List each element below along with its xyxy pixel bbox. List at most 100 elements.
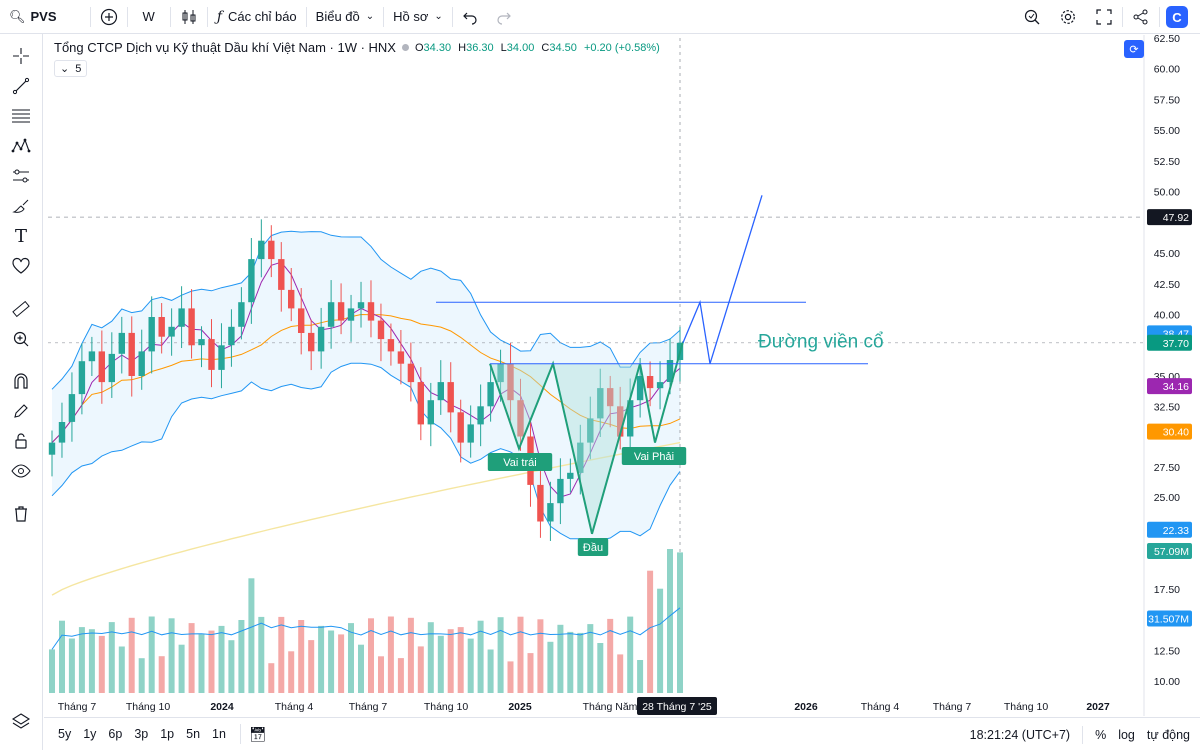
volume-bar: [437, 635, 444, 693]
candle-body: [407, 363, 415, 383]
left-shoulder-label-bg: [487, 453, 553, 471]
volume-bar: [378, 656, 384, 693]
indicator-count: 5: [75, 63, 82, 75]
redo-button[interactable]: [487, 0, 521, 34]
plus-circle-icon: [100, 8, 117, 25]
volume-bar: [537, 619, 544, 693]
price-axis: 62.50 60.00 57.50 55.00 52.50 50.00 45.00 42.50…: [1143, 33, 1192, 716]
candle-body: [148, 317, 155, 352]
bollinger-upper: [51, 230, 681, 390]
text-icon[interactable]: T: [14, 225, 27, 247]
candle-body: [577, 442, 584, 473]
volume-bar: [318, 625, 325, 693]
range-button[interactable]: 1n: [212, 727, 226, 741]
percent-toggle[interactable]: %: [1095, 727, 1107, 742]
price-tick: 32.50: [1154, 401, 1180, 413]
chart-type-button[interactable]: [171, 0, 207, 34]
change-value: +0.20 (+0.58%): [583, 41, 660, 54]
auto-scale-toggle[interactable]: tự động: [1146, 727, 1190, 742]
candle-body: [587, 418, 594, 443]
fullscreen-button[interactable]: [1086, 0, 1122, 34]
chart-sync-button[interactable]: ⟳: [1124, 40, 1144, 58]
range-button[interactable]: 5n: [186, 727, 201, 741]
date-range-icon[interactable]: 📅︎: [248, 725, 267, 742]
trendline-icon[interactable]: [8, 73, 34, 99]
heart-icon[interactable]: [8, 253, 34, 279]
candle-body: [507, 363, 514, 401]
range-button[interactable]: 1y: [83, 727, 97, 741]
candle-body: [248, 259, 255, 303]
volume-bar: [527, 653, 534, 693]
indicators-toggle[interactable]: ⌄ 5: [54, 60, 88, 77]
range-button[interactable]: 1p: [160, 727, 175, 741]
range-button[interactable]: 3p: [134, 727, 149, 741]
volume-bar: [238, 620, 245, 693]
brush-icon[interactable]: [8, 193, 34, 219]
magnet-icon[interactable]: [8, 368, 34, 394]
chart-menu-button[interactable]: Biểu đồ ⌄: [307, 0, 383, 34]
forecast-icon[interactable]: [8, 163, 34, 189]
candle-body: [607, 388, 614, 407]
candle-body: [487, 382, 494, 407]
volume-bar: [338, 634, 345, 693]
volume-bar: [667, 549, 673, 693]
candle-body: [627, 400, 634, 437]
candle-body: [567, 472, 574, 479]
candle-body: [427, 400, 434, 425]
chevron-down-icon: ⌄: [365, 11, 375, 22]
layers-icon[interactable]: [8, 708, 34, 734]
indicators-button[interactable]: ƒ Các chỉ báo: [208, 0, 306, 34]
candle-body: [268, 240, 275, 260]
clock-time[interactable]: 18:21:24 (UTC+7): [969, 727, 1071, 742]
compare-button[interactable]: [91, 0, 127, 34]
volume-bar: [457, 627, 464, 693]
candle-body: [597, 388, 604, 419]
quick-search-button[interactable]: [1014, 0, 1050, 34]
candle-body: [128, 332, 135, 376]
volume-bar: [49, 649, 55, 693]
settings-button[interactable]: [1050, 0, 1086, 34]
lock-icon[interactable]: [8, 428, 34, 454]
share-button[interactable]: [1123, 0, 1159, 34]
chevron-down-icon: ⌄: [60, 63, 70, 75]
undo-button[interactable]: [453, 0, 487, 34]
head-label-bg: [577, 538, 609, 556]
eye-icon[interactable]: [8, 458, 34, 484]
pencil-lock-icon[interactable]: [8, 398, 34, 424]
candle-body: [58, 422, 66, 443]
price-tick: 57.50: [1154, 94, 1180, 106]
candle-body: [238, 302, 245, 327]
range-button[interactable]: 6p: [108, 727, 123, 741]
interval-button[interactable]: W: [128, 0, 170, 34]
crosshair-icon[interactable]: [8, 43, 34, 69]
interval-label: W: [142, 9, 155, 24]
log-toggle[interactable]: log: [1118, 727, 1135, 742]
chevron-down-icon: ⌄: [434, 11, 443, 22]
candle-body: [178, 308, 185, 327]
pattern-icon[interactable]: [8, 133, 34, 159]
profile-menu-button[interactable]: Hồ sơ ⌄: [384, 0, 452, 34]
ohlc-values: O34.30 H36.30 L34.00 C34.50 +0.20 (+0.58…: [415, 42, 660, 54]
price-label-bg: [1147, 334, 1192, 351]
volume-bar: [447, 629, 454, 693]
volume-bar: [148, 616, 155, 693]
zoom-in-icon[interactable]: [8, 326, 34, 352]
current-time-label: 28 Tháng 7 '25: [642, 701, 712, 713]
price-label-bg: [1147, 423, 1192, 440]
volume-bar: [298, 620, 305, 693]
candle-body: [656, 382, 664, 389]
price-tick: 45.00: [1154, 248, 1180, 260]
fib-levels-icon[interactable]: [8, 103, 34, 129]
price-label: 37.70: [1163, 338, 1189, 350]
divider: [206, 6, 208, 27]
range-button[interactable]: 5y: [58, 727, 72, 741]
ruler-icon[interactable]: [8, 296, 34, 322]
symbol-search[interactable]: 🔍︎ PVS: [0, 0, 66, 34]
trash-icon[interactable]: [8, 501, 34, 527]
candle-body: [327, 302, 335, 327]
volume-bar: [198, 634, 205, 693]
brand-logo[interactable]: C: [1166, 6, 1188, 28]
price-label-bg: [1147, 209, 1192, 226]
candle-body: [337, 302, 345, 321]
